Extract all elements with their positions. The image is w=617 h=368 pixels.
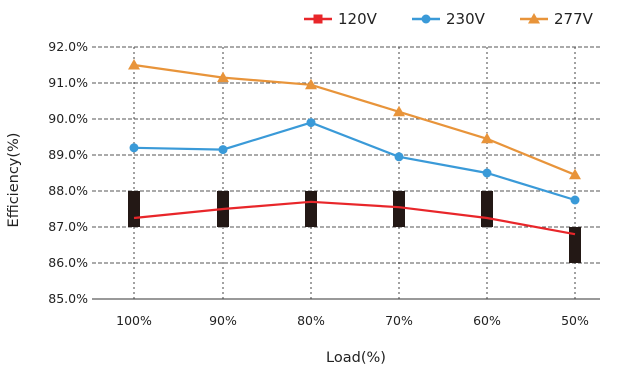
data-point xyxy=(481,132,493,144)
y-tick-label: 88.0% xyxy=(48,183,88,198)
series-120V xyxy=(133,200,576,236)
grid xyxy=(92,46,600,300)
annotation-bar xyxy=(481,191,493,227)
series-line xyxy=(133,63,576,176)
series-230V xyxy=(129,118,580,205)
legend-label: 277V xyxy=(554,10,594,28)
annotation-bar xyxy=(128,191,140,227)
data-point xyxy=(305,78,317,90)
y-tick-label: 87.0% xyxy=(48,219,88,234)
y-axis-label: Efficiency(%) xyxy=(6,133,22,228)
data-point xyxy=(394,152,404,162)
legend-item-120V: 120V xyxy=(304,10,378,28)
annotation-bar xyxy=(393,191,405,227)
data-point xyxy=(570,195,580,205)
x-tick-label: 50% xyxy=(561,313,589,328)
x-tick-label: 60% xyxy=(473,313,501,328)
data-point xyxy=(218,145,228,155)
x-tick-label: 90% xyxy=(209,313,237,328)
x-tick-label: 80% xyxy=(297,313,325,328)
y-tick-label: 85.0% xyxy=(48,291,88,306)
x-axis-label: Load(%) xyxy=(326,350,386,366)
data-point xyxy=(217,71,229,83)
data-point xyxy=(421,14,431,24)
annotation-bar xyxy=(305,191,317,227)
x-tick-label: 100% xyxy=(116,313,152,328)
data-point xyxy=(482,168,492,178)
y-axis: 85.0% 86.0% 87.0% 88.0% 89.0% 90.0% 91.0% 92.0% xyxy=(48,39,88,306)
y-tick-label: 92.0% xyxy=(48,39,88,54)
y-tick-label: 90.0% xyxy=(48,111,88,126)
data-point xyxy=(528,13,540,24)
data-point xyxy=(129,143,139,153)
annotation-bar xyxy=(569,227,581,263)
x-axis: 100% 90% 80% 70% 60% 50% xyxy=(116,313,589,328)
legend-label: 120V xyxy=(338,10,378,28)
series-277V xyxy=(128,59,581,180)
data-point xyxy=(128,59,140,70)
legend-item-277V: 277V xyxy=(520,10,594,28)
x-tick-label: 70% xyxy=(385,313,413,328)
series-line xyxy=(133,121,576,202)
series-line xyxy=(133,200,576,236)
y-tick-label: 89.0% xyxy=(48,147,88,162)
y-tick-label: 91.0% xyxy=(48,75,88,90)
y-tick-label: 86.0% xyxy=(48,255,88,270)
series-lines xyxy=(128,59,581,236)
data-point xyxy=(393,105,405,117)
data-point xyxy=(313,14,323,24)
legend: 120V 230V 277V xyxy=(304,10,594,28)
data-point xyxy=(569,168,581,180)
legend-item-230V: 230V xyxy=(412,10,486,28)
data-point xyxy=(306,118,316,128)
legend-label: 230V xyxy=(446,10,486,28)
